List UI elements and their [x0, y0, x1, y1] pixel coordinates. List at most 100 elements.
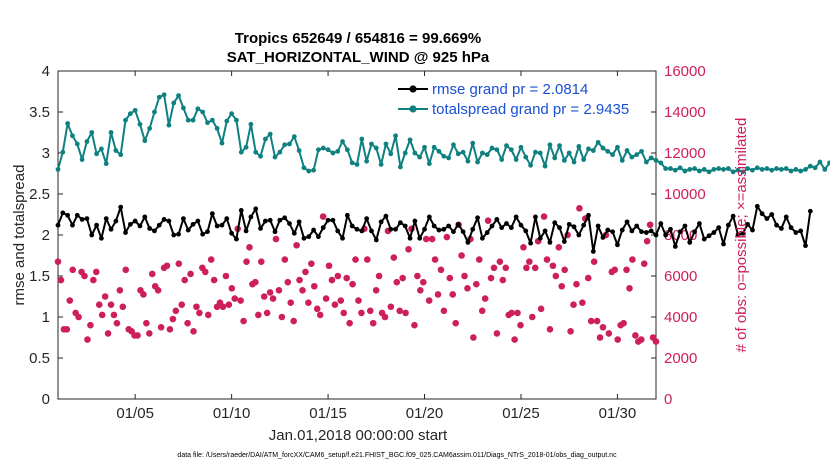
rmse-point	[754, 203, 760, 209]
obs-point	[231, 295, 239, 302]
obs-point	[310, 282, 318, 290]
rmse-point	[730, 213, 736, 219]
totalspread-point	[200, 109, 206, 115]
totalspread-point	[137, 121, 143, 127]
rmse-point	[528, 240, 534, 246]
totalspread-point	[528, 162, 534, 168]
y-right-tick-label: 10000	[664, 186, 706, 203]
legend-spread-label: totalspread grand pr = 2.9435	[432, 101, 629, 118]
totalspread-point	[436, 148, 442, 154]
chart-subtitle: SAT_HORIZONTAL_WIND @ 925 hPa	[227, 49, 490, 66]
rmse-point	[436, 227, 442, 233]
totalspread-point	[812, 165, 818, 171]
obs-point	[119, 303, 127, 311]
chart-title: Tropics 652649 / 654816 = 99.669%	[235, 30, 481, 47]
totalspread-point	[735, 167, 741, 173]
totalspread-point	[697, 168, 702, 174]
totalspread-point	[171, 100, 177, 106]
rmse-point	[176, 231, 181, 237]
line-series	[55, 92, 830, 254]
totalspread-point	[412, 150, 418, 156]
totalspread-point	[248, 121, 254, 127]
rmse-point	[118, 204, 124, 210]
rmse-point	[629, 228, 635, 234]
rmse-point	[668, 226, 673, 232]
totalspread-point	[229, 111, 235, 117]
totalspread-point	[70, 133, 75, 139]
totalspread-point	[518, 144, 524, 150]
rmse-point	[166, 218, 172, 224]
totalspread-point	[778, 167, 784, 172]
obs-point	[275, 287, 283, 294]
obs-point	[287, 299, 295, 306]
obs-point	[629, 256, 636, 263]
x-tick-label: 01/25	[502, 405, 540, 422]
obs-point	[405, 246, 412, 253]
rmse-point	[267, 217, 273, 223]
rmse-point	[783, 214, 789, 220]
obs-point	[204, 311, 212, 319]
y-tick-label: 2.5	[29, 186, 50, 203]
obs-point	[113, 319, 121, 327]
obs-point	[116, 287, 124, 294]
totalspread-point	[615, 144, 620, 150]
rmse-point	[359, 228, 365, 234]
totalspread-point	[711, 167, 717, 172]
rmse-point	[542, 228, 548, 234]
rmse-point	[402, 223, 408, 229]
obs-point	[172, 307, 180, 315]
rmse-point	[470, 226, 476, 232]
totalspread-point	[677, 165, 683, 171]
obs-point	[110, 311, 118, 319]
obs-point	[237, 297, 244, 304]
totalspread-point	[523, 154, 529, 160]
obs-point	[169, 315, 177, 323]
totalspread-point	[234, 117, 239, 123]
obs-point	[520, 244, 527, 251]
rmse-point	[552, 220, 558, 226]
obs-point	[107, 301, 115, 309]
totalspread-point	[373, 145, 379, 151]
totalspread-point	[426, 161, 432, 167]
y-tick-label: 2	[42, 227, 50, 244]
obs-point	[561, 266, 568, 274]
obs-point	[531, 264, 539, 272]
rmse-point	[417, 235, 423, 241]
totalspread-point	[258, 153, 263, 159]
obs-point	[219, 303, 227, 311]
obs-point	[543, 256, 551, 263]
rmse-point	[330, 217, 336, 223]
totalspread-point	[316, 147, 321, 153]
obs-point	[611, 266, 619, 274]
y-right-tick-label: 12000	[664, 145, 706, 162]
obs-point	[257, 258, 265, 265]
totalspread-point	[79, 157, 85, 162]
rmse-point	[479, 235, 485, 241]
obs-point	[605, 330, 613, 337]
obs-point	[101, 293, 109, 300]
obs-point	[511, 336, 518, 343]
rmse-point	[769, 212, 775, 217]
rmse-point	[740, 230, 746, 236]
obs-point	[567, 328, 574, 335]
obs-point	[399, 274, 406, 282]
totalspread-point	[504, 143, 509, 149]
obs-point	[252, 278, 259, 286]
obs-point	[184, 319, 191, 327]
data-file-footnote: data file: /Users/raeder/DAI/ATM_forcXX/…	[177, 452, 617, 459]
obs-point	[417, 287, 424, 294]
rmse-point	[725, 222, 731, 228]
totalspread-point	[398, 164, 403, 170]
obs-point	[175, 260, 183, 268]
obs-point	[546, 326, 554, 333]
obs-point	[181, 276, 188, 284]
obs-point	[366, 307, 374, 315]
totalspread-point	[479, 150, 485, 156]
rmse-point	[113, 218, 119, 224]
rmse-point	[475, 215, 480, 221]
rmse-point	[156, 222, 162, 228]
rmse-point	[523, 228, 529, 234]
obs-point	[419, 278, 427, 286]
totalspread-point	[422, 144, 427, 150]
